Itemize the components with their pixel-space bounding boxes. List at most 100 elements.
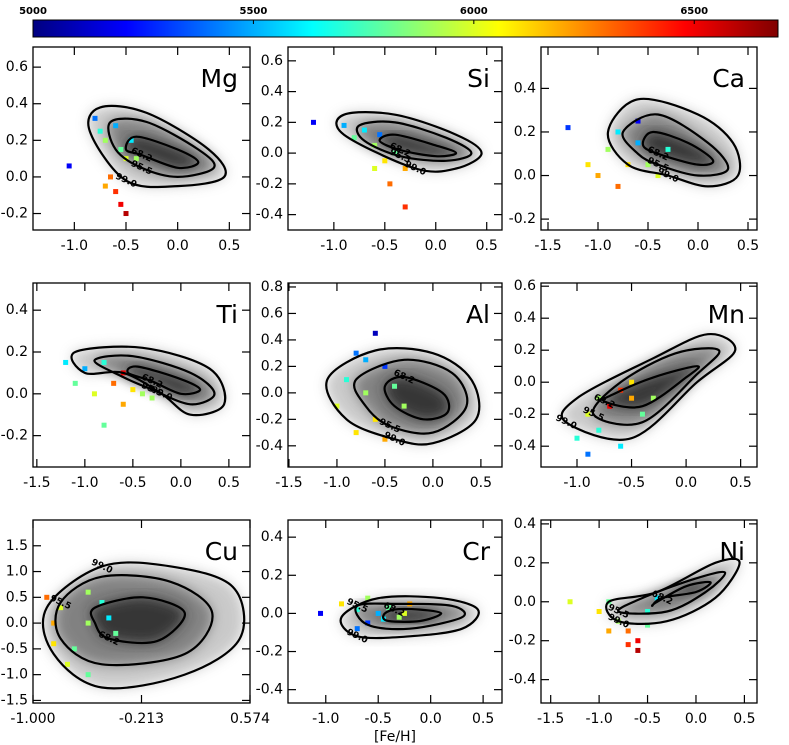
star — [401, 610, 407, 616]
contour — [601, 365, 700, 409]
star — [401, 403, 407, 409]
star — [655, 173, 661, 179]
star — [574, 435, 580, 441]
x-tick-label: 0.5 — [218, 238, 240, 254]
element-label: Al — [466, 300, 490, 329]
star — [334, 403, 340, 409]
star — [97, 128, 103, 134]
star — [344, 377, 350, 383]
x-tick-label: -0.5 — [119, 475, 146, 491]
density — [127, 366, 201, 395]
star — [635, 140, 641, 146]
star — [382, 363, 388, 369]
star — [63, 359, 69, 365]
x-tick-label: -0.5 — [365, 711, 392, 727]
y-tick-label: -0.4 — [256, 438, 283, 454]
x-tick-label: 0.0 — [675, 475, 697, 491]
star — [354, 626, 360, 632]
star — [351, 135, 357, 141]
y-tick-label: 0.6 — [514, 278, 536, 294]
contour — [353, 358, 469, 435]
y-tick-label: 0.4 — [6, 302, 28, 318]
contour — [54, 574, 214, 667]
x-tick-label: -0.213 — [119, 711, 164, 727]
y-tick-label: 0.6 — [261, 305, 283, 321]
x-tick-label: -0.5 — [371, 238, 398, 254]
y-tick-label: -0.4 — [509, 438, 536, 454]
x-tick-label: 0.0 — [422, 475, 444, 491]
star — [91, 391, 97, 397]
x-tick-label: -0.5 — [618, 475, 645, 491]
star — [629, 395, 635, 401]
star — [113, 189, 119, 195]
contour — [335, 111, 483, 173]
star — [372, 416, 378, 422]
star — [618, 443, 624, 449]
star — [372, 142, 378, 148]
star — [615, 183, 621, 189]
x-tick-label: -1.5 — [534, 238, 561, 254]
y-tick-label: 0.2 — [6, 132, 28, 148]
colorbar — [32, 19, 779, 38]
y-tick-label: -0.5 — [1, 641, 28, 657]
y-tick-label: -0.4 — [256, 682, 283, 698]
contour — [617, 570, 727, 615]
x-tick-label: -1.5 — [275, 475, 302, 491]
star — [118, 146, 124, 152]
contour — [41, 561, 246, 690]
star — [58, 605, 64, 611]
star — [101, 422, 107, 428]
star — [85, 620, 91, 626]
y-tick-label: -0.2 — [1, 428, 28, 444]
x-tick-label: -1.0 — [312, 711, 339, 727]
y-tick-label: -0.2 — [509, 406, 536, 422]
y-tick-label: 0.6 — [261, 53, 283, 69]
star — [72, 380, 78, 386]
y-tick-label: -0.4 — [509, 672, 536, 688]
star — [645, 162, 651, 168]
y-tick-label: 0.2 — [514, 342, 536, 358]
star — [99, 599, 105, 605]
x-tick-label: -0.5 — [112, 238, 139, 254]
element-label: Mg — [201, 64, 238, 93]
contour — [641, 130, 715, 166]
star — [372, 165, 378, 171]
y-tick-label: 0.2 — [6, 344, 28, 360]
star — [387, 181, 393, 187]
element-label: Cu — [205, 537, 238, 566]
contour — [124, 135, 200, 170]
axes-frame — [32, 282, 251, 468]
star — [149, 395, 155, 401]
contour — [87, 104, 227, 189]
star — [635, 647, 641, 653]
axes-frame — [540, 46, 758, 231]
star — [625, 628, 631, 634]
x-tick-label: 0.0 — [420, 711, 442, 727]
star — [585, 411, 591, 417]
y-tick-label: 1.5 — [6, 538, 28, 554]
y-tick-label: 0.6 — [6, 59, 28, 75]
star — [377, 132, 383, 138]
axes-frame — [287, 46, 503, 231]
star — [64, 661, 70, 667]
x-tick-label: -1.5 — [537, 711, 564, 727]
colorbar-tick-label: 6000 — [460, 6, 488, 17]
star — [130, 387, 136, 393]
x-tick-label: -1.0 — [320, 238, 347, 254]
contour — [606, 97, 742, 188]
contour — [560, 333, 737, 441]
star — [392, 150, 398, 156]
x-tick-label: -1.0 — [563, 475, 590, 491]
star — [123, 211, 129, 217]
star — [372, 330, 378, 336]
y-tick-label: 1.0 — [6, 564, 28, 580]
y-tick-label: 0.4 — [514, 310, 536, 326]
contour — [339, 595, 480, 640]
x-tick-label: 0.5 — [218, 475, 240, 491]
x-tick-label: 0.5 — [472, 711, 494, 727]
star — [402, 165, 408, 171]
x-tick-label: -1.0 — [585, 711, 612, 727]
star — [585, 451, 591, 457]
